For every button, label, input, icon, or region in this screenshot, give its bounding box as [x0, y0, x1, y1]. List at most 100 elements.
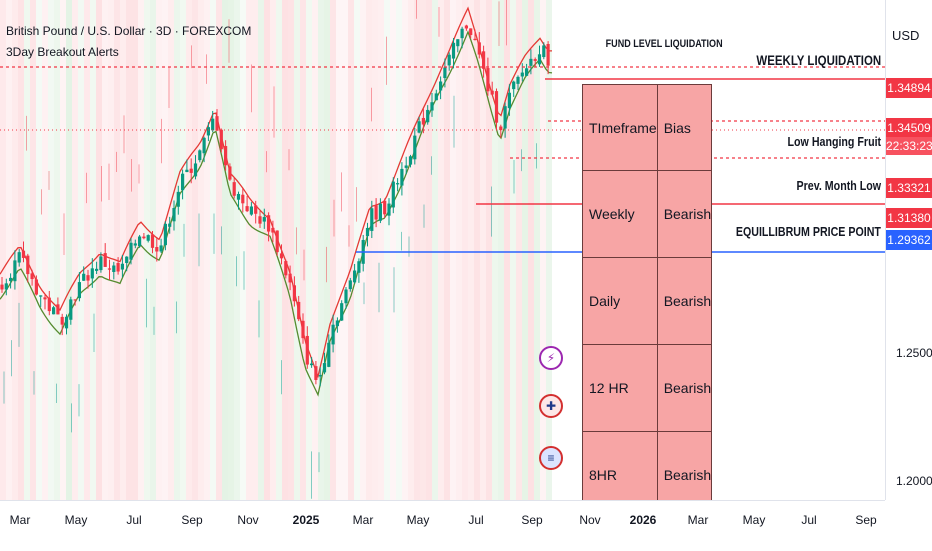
background-stripe [270, 0, 276, 500]
time-label: Sep [181, 513, 203, 527]
candle-body [52, 307, 56, 315]
time-label: May [406, 513, 430, 527]
candle-body [125, 256, 129, 263]
time-label: Jul [126, 513, 142, 527]
background-stripe [456, 0, 462, 500]
time-axis[interactable] [0, 500, 885, 551]
currency-selector[interactable]: USD [892, 28, 920, 43]
candle-body [469, 28, 473, 36]
candle-body [26, 255, 30, 275]
background-stripe [132, 0, 138, 500]
candle-body [344, 289, 348, 304]
uk-flag-icon[interactable]: ✚ [539, 394, 563, 418]
candle-body [451, 42, 456, 59]
candle-body [494, 91, 499, 123]
indicator-name[interactable]: 3Day Breakout Alerts [6, 45, 119, 59]
timeframe-cell: Weekly [582, 170, 658, 258]
background-stripe [408, 0, 414, 500]
candle-body [9, 277, 13, 282]
candle-body [365, 227, 370, 237]
background-stripe [42, 0, 48, 500]
candle-body [90, 268, 94, 279]
chart-pane[interactable]: British Pound / U.S. Dollar · 3D · FOREX… [0, 0, 885, 500]
background-stripe [534, 0, 540, 500]
time-label-year: 2026 [629, 513, 657, 527]
candle-body [460, 28, 464, 39]
background-stripe [54, 0, 60, 500]
background-stripe [96, 0, 102, 500]
candle-body [537, 54, 542, 65]
candle-body [473, 38, 477, 41]
candle-body [39, 295, 43, 297]
candle-body [353, 270, 357, 283]
candle-body [245, 206, 249, 212]
candle-body [525, 68, 529, 76]
candle-body [421, 117, 425, 125]
background-stripe [378, 0, 384, 500]
candle-body [73, 299, 77, 301]
background-stripe [336, 0, 342, 500]
candle-body [292, 285, 296, 302]
candle-body [499, 126, 503, 131]
candle-body [284, 261, 288, 276]
candle-body [301, 320, 305, 339]
candle-body [348, 280, 352, 290]
candle-body [542, 45, 546, 58]
time-label: Mar [687, 513, 709, 527]
candle-body [439, 81, 443, 91]
candle-body [417, 121, 421, 133]
candle-body [430, 102, 434, 111]
candle-body [99, 256, 103, 271]
candle-body [112, 265, 116, 272]
candle-body [322, 363, 327, 373]
timeframe-cell: 8HR [582, 431, 658, 500]
candle-body [116, 263, 120, 272]
background-stripe [216, 0, 222, 500]
lightning-icon[interactable]: ⚡ [539, 346, 563, 370]
background-stripe [330, 0, 336, 500]
candle-body [232, 182, 236, 196]
bias-cell: Bearish [656, 170, 713, 258]
bias-cell: Bearish [656, 431, 713, 500]
candle-body [262, 217, 266, 222]
price-axis[interactable] [885, 0, 932, 500]
background-stripe [84, 0, 90, 500]
background-stripe [444, 0, 450, 500]
symbol-title[interactable]: British Pound / U.S. Dollar · 3D · FOREX… [6, 24, 252, 38]
candle-body [159, 245, 163, 252]
background-stripe [390, 0, 396, 500]
candle-body [13, 260, 17, 282]
candle-body [275, 230, 279, 253]
background-stripe [198, 0, 204, 500]
candle-body [327, 342, 331, 367]
bias-cell: Bearish [656, 257, 713, 345]
candle-body [133, 243, 137, 246]
price-chart[interactable] [0, 0, 885, 500]
candle-body [198, 150, 202, 161]
background-stripe [144, 0, 150, 500]
candle-body [168, 223, 172, 227]
background-stripe [300, 0, 306, 500]
background-stripe [36, 0, 42, 500]
background-stripe [312, 0, 318, 500]
timeframe-cell: 12 HR [582, 344, 658, 432]
background-stripe [90, 0, 96, 500]
us-flag-icon[interactable]: ≡ [539, 446, 563, 470]
time-label: Jul [801, 513, 817, 527]
background-stripe [354, 0, 360, 500]
candle-body [490, 90, 494, 95]
candle-body [30, 273, 34, 280]
candle-body [486, 68, 490, 92]
background-stripe [450, 0, 456, 500]
background-stripe [420, 0, 426, 500]
background-stripe [156, 0, 162, 500]
background-stripe [306, 0, 312, 500]
time-label: Mar [352, 513, 374, 527]
table-header-row: TImeframe Bias [582, 84, 713, 171]
background-stripe [276, 0, 282, 500]
background-stripe [546, 0, 552, 500]
background-stripe [264, 0, 270, 500]
background-stripe [528, 0, 534, 500]
candle-body [82, 273, 86, 281]
background-stripe [6, 0, 12, 500]
